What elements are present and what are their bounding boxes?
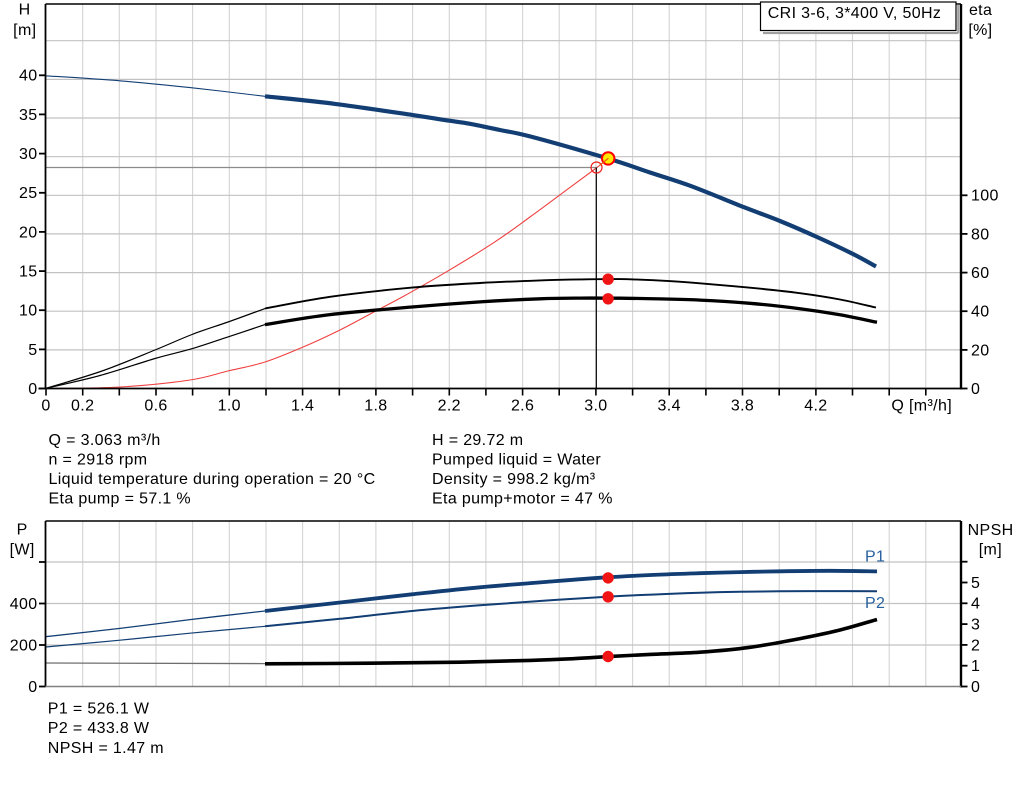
svg-text:4.2: 4.2 bbox=[804, 398, 827, 415]
svg-text:[W]: [W] bbox=[10, 542, 35, 559]
svg-text:400: 400 bbox=[10, 596, 38, 613]
svg-text:5: 5 bbox=[28, 342, 37, 359]
svg-text:3.0: 3.0 bbox=[584, 398, 607, 415]
svg-text:[m]: [m] bbox=[13, 22, 36, 39]
svg-text:0: 0 bbox=[971, 381, 980, 398]
svg-text:P2 = 433.8 W: P2 = 433.8 W bbox=[48, 720, 150, 737]
svg-text:4: 4 bbox=[971, 596, 980, 613]
svg-text:25: 25 bbox=[19, 185, 38, 202]
svg-text:1.4: 1.4 bbox=[291, 398, 314, 415]
svg-text:3: 3 bbox=[971, 617, 980, 634]
svg-text:0: 0 bbox=[971, 679, 980, 696]
svg-text:P: P bbox=[17, 522, 28, 539]
svg-text:n = 2918 rpm: n = 2918 rpm bbox=[49, 452, 148, 469]
svg-text:[%]: [%] bbox=[968, 22, 992, 39]
svg-text:200: 200 bbox=[10, 637, 38, 654]
svg-text:20: 20 bbox=[19, 224, 38, 241]
svg-text:0.2: 0.2 bbox=[71, 398, 94, 415]
svg-text:10: 10 bbox=[19, 303, 38, 320]
svg-text:15: 15 bbox=[19, 263, 38, 280]
svg-text:3.8: 3.8 bbox=[731, 398, 754, 415]
svg-text:100: 100 bbox=[971, 188, 999, 205]
svg-text:P1 = 526.1 W: P1 = 526.1 W bbox=[48, 701, 150, 718]
svg-text:Pumped liquid = Water: Pumped liquid = Water bbox=[432, 452, 601, 469]
svg-text:H: H bbox=[19, 2, 31, 19]
svg-text:eta: eta bbox=[969, 2, 992, 19]
svg-text:2: 2 bbox=[971, 637, 980, 654]
svg-text:Liquid temperature during oper: Liquid temperature during operation = 20… bbox=[49, 471, 376, 488]
svg-text:35: 35 bbox=[19, 107, 38, 124]
svg-text:NPSH: NPSH bbox=[968, 522, 1014, 539]
svg-text:2.6: 2.6 bbox=[511, 398, 534, 415]
svg-text:1.0: 1.0 bbox=[218, 398, 241, 415]
svg-text:Q [m³/h]: Q [m³/h] bbox=[891, 398, 952, 415]
svg-text:Eta pump+motor = 47 %: Eta pump+motor = 47 % bbox=[432, 491, 613, 508]
svg-text:5: 5 bbox=[971, 575, 980, 592]
svg-text:0: 0 bbox=[28, 679, 37, 696]
svg-text:0: 0 bbox=[41, 398, 50, 415]
svg-text:0.6: 0.6 bbox=[144, 398, 167, 415]
svg-text:H = 29.72 m: H = 29.72 m bbox=[432, 432, 523, 449]
svg-text:30: 30 bbox=[19, 146, 38, 163]
svg-text:Eta pump = 57.1 %: Eta pump = 57.1 % bbox=[49, 491, 191, 508]
svg-text:CRI 3-6, 3*400 V, 50Hz: CRI 3-6, 3*400 V, 50Hz bbox=[768, 5, 941, 22]
svg-text:3.4: 3.4 bbox=[658, 398, 681, 415]
svg-text:80: 80 bbox=[971, 226, 990, 243]
svg-text:2.2: 2.2 bbox=[438, 398, 461, 415]
svg-text:1.8: 1.8 bbox=[364, 398, 387, 415]
svg-text:40: 40 bbox=[19, 68, 38, 85]
svg-text:P2: P2 bbox=[865, 595, 885, 612]
svg-text:Density = 998.2 kg/m³: Density = 998.2 kg/m³ bbox=[432, 471, 596, 488]
svg-text:Q = 3.063 m³/h: Q = 3.063 m³/h bbox=[49, 432, 161, 449]
svg-text:P1: P1 bbox=[865, 549, 885, 566]
svg-text:40: 40 bbox=[971, 304, 990, 321]
svg-text:20: 20 bbox=[971, 342, 990, 359]
svg-text:60: 60 bbox=[971, 265, 990, 282]
svg-text:0: 0 bbox=[28, 381, 37, 398]
svg-text:1: 1 bbox=[971, 658, 980, 675]
svg-text:NPSH = 1.47 m: NPSH = 1.47 m bbox=[48, 740, 164, 757]
svg-text:[m]: [m] bbox=[979, 542, 1002, 559]
